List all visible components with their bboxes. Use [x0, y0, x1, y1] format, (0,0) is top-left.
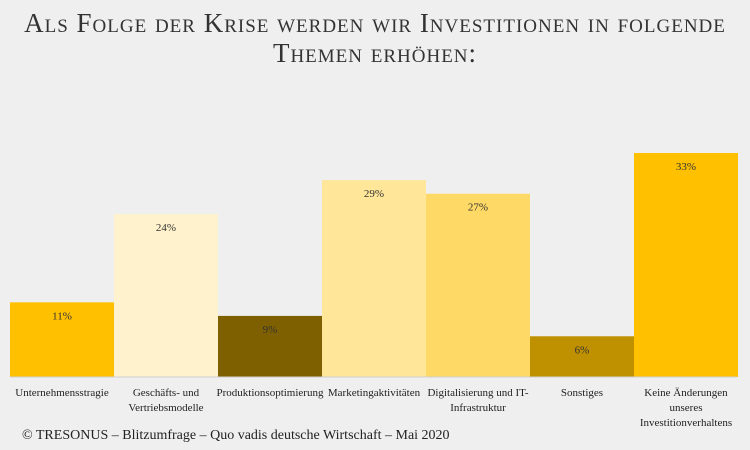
value-label-1: 11%: [52, 310, 72, 322]
value-label-6: 6%: [575, 344, 590, 356]
bars-group: [10, 153, 738, 377]
category-label-1: Unternehmensstragie: [15, 387, 109, 399]
bar-3: [218, 315, 322, 377]
value-label-4: 29%: [364, 188, 384, 200]
category-label-2: Geschäfts- und Vertriebsmodelle: [128, 387, 203, 414]
value-label-5: 27%: [468, 202, 488, 214]
bar-2: [114, 214, 218, 377]
category-label-4: Marketingaktivitäten: [328, 387, 421, 399]
footer-credit: © TRESONUS – Blitzumfrage – Quo vadis de…: [22, 428, 450, 443]
value-label-2: 24%: [156, 222, 176, 234]
chart-title: Als Folge der Krise werden wir Investiti…: [24, 8, 726, 68]
bar-1: [10, 302, 114, 377]
value-label-7: 33%: [676, 161, 696, 173]
category-label-6: Sonstiges: [561, 387, 603, 399]
category-label-7: Keine Änderungen unseres Investitionverhal…: [640, 387, 732, 429]
bar-4: [322, 180, 426, 377]
category-label-5: Digitalisierung und IT-Infrastruktur: [427, 387, 528, 414]
value-labels-group: 11% 24% 9% 29% 27% 6% 33%: [52, 161, 696, 356]
bar-6: [530, 336, 634, 377]
category-label-3: Produktionsoptimierung: [217, 387, 324, 399]
bar-7: [634, 153, 738, 377]
category-labels-group: Unternehmensstragie Geschäfts- und Vertrie…: [15, 387, 732, 429]
bar-5: [426, 193, 530, 377]
value-label-3: 9%: [263, 324, 278, 336]
